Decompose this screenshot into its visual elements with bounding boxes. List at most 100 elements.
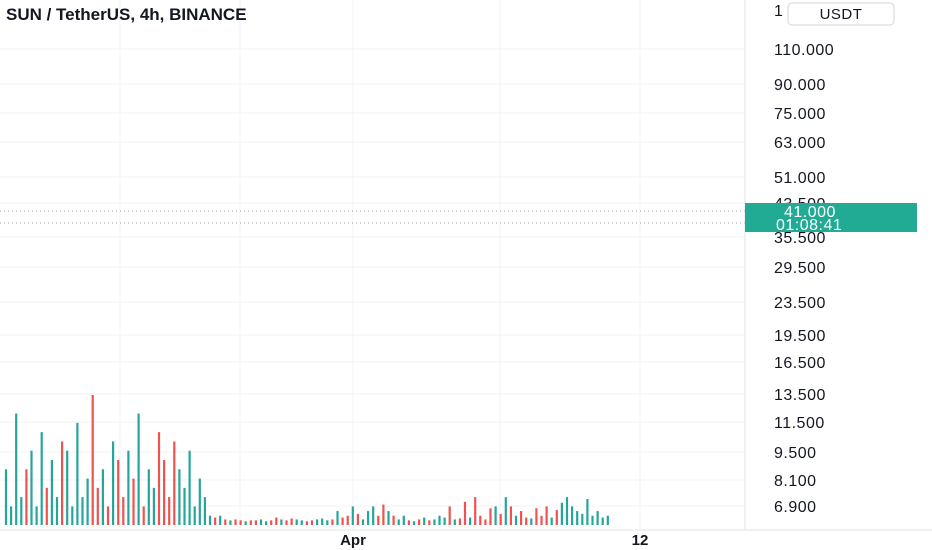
volume-bar: [555, 510, 558, 525]
price-tick-label: 8.100: [774, 473, 817, 490]
volume-bar: [122, 497, 125, 525]
bar-countdown: 01:08:41: [776, 217, 842, 234]
volume-bar: [270, 520, 273, 525]
volume-bar: [443, 517, 446, 525]
volume-bar: [208, 515, 212, 525]
price-axis[interactable]: 110.00090.00075.00063.00051.00043.50035.…: [774, 42, 834, 516]
volume-bar: [147, 469, 150, 525]
volume-bar: [565, 497, 569, 525]
volume-bar: [535, 508, 538, 525]
volume-bar: [40, 432, 43, 525]
price-tick-label: 75.000: [774, 106, 826, 123]
volume-bar: [438, 515, 441, 525]
volume-bar: [249, 520, 252, 525]
volume-bar: [494, 506, 497, 525]
volume-bar: [341, 517, 344, 525]
volume-bar: [178, 469, 181, 525]
volume-bar: [20, 497, 23, 525]
last-price-tag: 41.000 01:08:41: [745, 203, 917, 234]
volume-bar: [305, 521, 308, 525]
volume-bar: [183, 487, 186, 525]
volume-bar: [244, 521, 247, 525]
currency-unit-selector[interactable]: USDT: [787, 2, 895, 26]
volume-bar: [525, 517, 528, 525]
volume-bar: [45, 487, 48, 525]
volume-bar: [576, 511, 579, 525]
volume-bar: [173, 441, 176, 525]
volume-bar: [142, 506, 145, 525]
currency-unit-label: USDT: [820, 6, 863, 23]
last-price-value: 41.000: [784, 204, 836, 221]
volume-bar: [35, 506, 38, 525]
volume-bar: [351, 506, 354, 525]
price-tick-label: 13.500: [774, 387, 826, 404]
volume-bar: [300, 520, 303, 525]
volume-bar: [310, 520, 314, 525]
grid: [0, 0, 745, 530]
volume-bar: [71, 506, 74, 525]
volume-bar: [326, 520, 329, 525]
volume-bar: [254, 520, 257, 525]
volume-bar: [152, 487, 155, 525]
volume-bar: [586, 499, 589, 525]
volume-bar: [321, 518, 324, 525]
volume-bar: [198, 478, 201, 525]
volume-bar: [402, 515, 405, 525]
volume-bar: [540, 515, 543, 525]
volume-bar: [316, 519, 319, 525]
price-tick-label: 110.000: [774, 42, 834, 59]
volume-bar: [61, 441, 64, 525]
price-tick-label: 63.000: [774, 135, 826, 152]
axis-top-mask: [770, 0, 784, 22]
volume-bar: [346, 515, 349, 525]
volume-bar: [91, 395, 94, 525]
volume-bar: [30, 450, 33, 525]
volume-bar: [168, 497, 171, 525]
volume-bar: [474, 497, 477, 525]
volume-bar: [606, 515, 609, 525]
volume-bar: [127, 450, 130, 525]
volume-bar: [132, 478, 135, 525]
volume-bar: [224, 519, 227, 525]
volume-bar: [458, 518, 461, 525]
volume-bar: [387, 511, 390, 525]
volume-bar: [76, 422, 79, 525]
volume-bar: [463, 501, 467, 525]
price-tick-label: 6.900: [774, 499, 817, 516]
volume-bar: [418, 519, 421, 525]
volume-bar: [601, 517, 604, 525]
volume-bar: [4, 469, 8, 525]
volume-bar: [571, 506, 574, 525]
volume-bar: [86, 478, 89, 525]
volume-bar: [484, 519, 487, 525]
volume-bar: [433, 519, 436, 525]
volume-bar: [25, 469, 28, 525]
volume-bar: [356, 513, 359, 525]
volume-bar: [581, 513, 584, 525]
volume-bar: [219, 515, 222, 525]
volume-bar: [397, 519, 400, 525]
volume-bar: [469, 517, 472, 525]
volume-bar: [514, 515, 518, 525]
volume-bar: [157, 432, 161, 525]
volume-bar: [259, 519, 263, 525]
volume-bar: [372, 506, 375, 525]
price-tick-label: 16.500: [774, 355, 826, 372]
volume-bar: [520, 511, 523, 525]
volume-bar: [193, 506, 196, 525]
volume-bar: [448, 506, 451, 525]
volume-bar: [234, 519, 237, 525]
volume-bar: [203, 497, 206, 525]
price-axis-top-clip: 1: [774, 3, 783, 20]
volume-bar: [15, 413, 18, 525]
volume-bar: [504, 497, 507, 525]
volume-bar: [295, 519, 298, 525]
volume-bar: [545, 506, 548, 525]
volume-bar: [489, 508, 492, 525]
volume-bar: [280, 519, 283, 525]
volume-bar: [530, 518, 533, 525]
chart-title: SUN / TetherUS, 4h, BINANCE: [6, 5, 247, 24]
volume-bar: [509, 506, 512, 525]
